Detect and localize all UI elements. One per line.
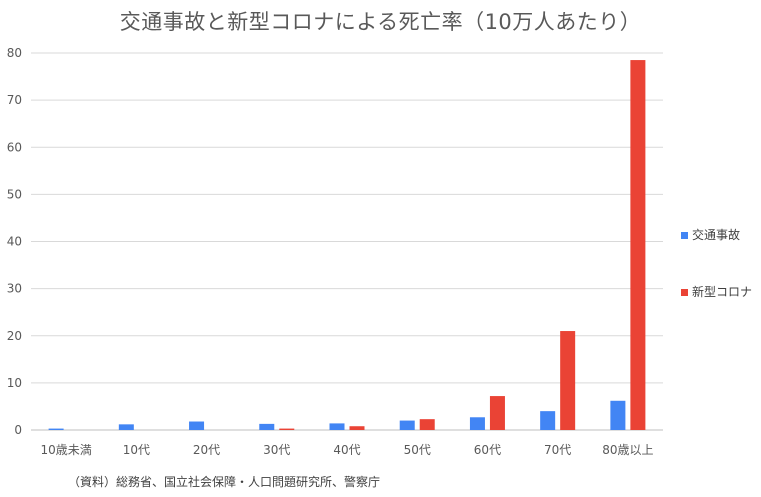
bar-traffic [540, 411, 556, 430]
y-tick-label: 0 [14, 423, 22, 437]
x-tick-label: 20代 [193, 443, 220, 457]
bar-traffic [48, 428, 64, 430]
source-note: （資料）総務省、国立社会保障・人口問題研究所、警察庁 [68, 475, 381, 489]
bar-covid [630, 60, 646, 430]
legend-label-covid: 新型コロナ [692, 285, 753, 299]
y-tick-label: 80 [7, 46, 22, 60]
y-tick-label: 60 [7, 140, 22, 154]
x-tick-label: 50代 [404, 443, 431, 457]
bar-traffic [118, 424, 134, 430]
x-tick-label: 30代 [263, 443, 290, 457]
bar-traffic [399, 420, 415, 430]
legend-label-traffic: 交通事故 [692, 228, 741, 242]
bar-traffic [469, 417, 485, 430]
y-tick-label: 70 [7, 93, 22, 107]
bar-traffic [329, 423, 345, 430]
legend-swatch-covid [681, 289, 688, 296]
bar-covid [349, 426, 365, 430]
y-tick-label: 20 [7, 329, 22, 343]
bars [48, 60, 646, 430]
bar-traffic [610, 400, 626, 430]
x-tick-label: 40代 [333, 443, 360, 457]
bar-traffic [189, 421, 205, 430]
gridlines [31, 52, 663, 431]
legend-item-traffic: 交通事故 [681, 226, 740, 243]
x-tick-label: 80歳以上 [602, 443, 653, 457]
chart-title: 交通事故と新型コロナによる死亡率（10万人あたり） [119, 10, 642, 34]
y-tick-label: 40 [7, 235, 22, 249]
y-tick-label: 30 [7, 282, 22, 296]
legend-swatch-traffic [681, 232, 688, 239]
x-tick-label: 70代 [544, 443, 571, 457]
bar-covid [489, 396, 505, 430]
bar-covid [279, 428, 295, 430]
y-tick-label: 50 [7, 187, 22, 201]
x-axis-ticks: 10歳未満 10代 20代 30代 40代 50代 60代 70代 80歳以上 [40, 443, 653, 457]
bar-covid [560, 331, 576, 430]
legend-item-covid: 新型コロナ [681, 283, 752, 300]
y-axis-ticks: 0 10 20 30 40 50 60 70 80 [7, 46, 22, 437]
bar-covid [419, 419, 435, 430]
y-tick-label: 10 [7, 376, 22, 390]
x-tick-label: 10歳未満 [40, 443, 91, 457]
bar-traffic [259, 423, 275, 430]
x-tick-label: 60代 [474, 443, 501, 457]
x-tick-label: 10代 [123, 443, 150, 457]
